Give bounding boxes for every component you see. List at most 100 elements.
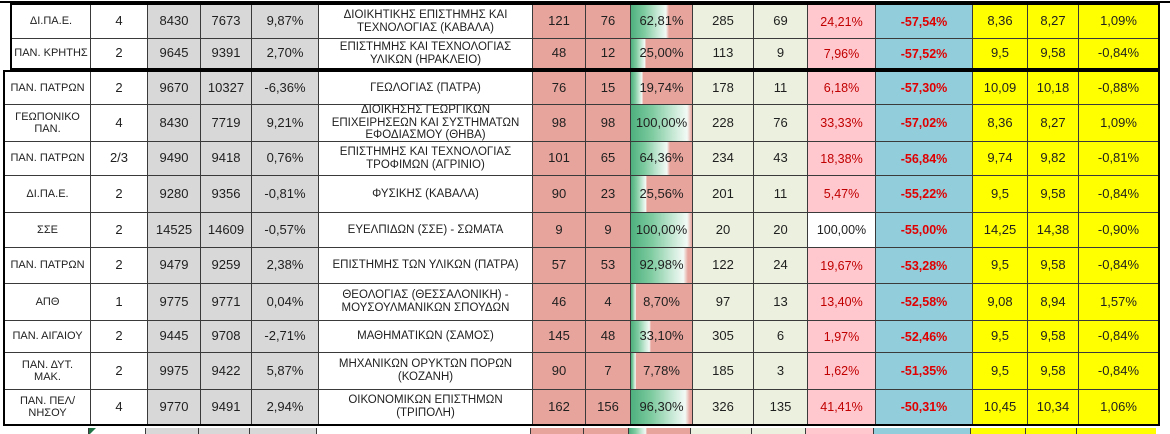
university-cell[interactable]: ΠΑΝ. ΚΡΗΤΗΣ (14, 47, 88, 60)
university-cell[interactable]: ΑΠΘ (35, 295, 60, 308)
rate-pink-cell[interactable]: 1,97% (807, 321, 875, 352)
points-prev-cell[interactable]: 8430 (147, 5, 200, 38)
grade-a-cell[interactable]: 10,09 (972, 72, 1027, 104)
num-d-cell[interactable]: 6 (753, 321, 807, 352)
points-prev-cell[interactable]: 9770 (147, 390, 200, 424)
grade-b-cell[interactable]: 8,27 (1027, 5, 1078, 38)
points-prev-cell[interactable]: 9490 (147, 142, 200, 175)
num-c-cell[interactable]: 228 (692, 105, 753, 141)
grade-change-cell[interactable]: -0,84% (1078, 39, 1158, 68)
num-a-cell[interactable]: 48 (532, 39, 585, 68)
partial-cell[interactable] (1076, 428, 1156, 434)
partial-cell[interactable] (10, 428, 88, 434)
drop-rate-cell[interactable]: -52,58% (875, 284, 972, 320)
drop-rate-cell[interactable]: -55,22% (875, 176, 972, 212)
num-d-cell[interactable]: 9 (753, 39, 807, 68)
partial-cell[interactable] (805, 428, 873, 434)
num-b-cell[interactable]: 53 (585, 248, 630, 283)
num-c-cell[interactable]: 305 (692, 321, 753, 352)
points-change-cell[interactable]: -0,81% (251, 176, 318, 212)
fill-rate-bar-cell[interactable]: 62,81% (630, 5, 692, 38)
points-curr-cell[interactable]: 7673 (200, 5, 251, 38)
grade-change-cell[interactable]: 1,06% (1078, 390, 1158, 424)
count-cell[interactable]: 2/3 (90, 142, 147, 175)
num-d-cell[interactable]: 11 (753, 176, 807, 212)
drop-rate-cell[interactable]: -57,54% (875, 5, 972, 38)
department-cell[interactable]: ΟΙΚΟΝΟΜΙΚΩΝ ΕΠΙΣΤΗΜΩΝ (ΤΡΙΠΟΛΗ) (318, 390, 532, 424)
points-prev-cell[interactable]: 9775 (147, 284, 200, 320)
department-cell[interactable]: ΕΥΕΛΠΙΔΩΝ (ΣΣΕ) - ΣΩΜΑΤΑ (318, 213, 532, 247)
grade-b-cell[interactable]: 9,58 (1027, 321, 1078, 352)
points-curr-cell[interactable]: 9491 (200, 390, 251, 424)
department-cell[interactable]: ΕΠΙΣΤΗΜΗΣ ΚΑΙ ΤΕΧΝΟΛΟΓΙΑΣ ΤΡΟΦΙΜΩΝ (ΑΓΡΙ… (318, 142, 532, 175)
points-change-cell[interactable]: 0,76% (251, 142, 318, 175)
partial-cell[interactable] (88, 428, 145, 434)
count-cell[interactable]: 4 (90, 105, 147, 141)
partial-cell[interactable] (145, 428, 198, 434)
num-c-cell[interactable]: 97 (692, 284, 753, 320)
grade-a-cell[interactable]: 9,5 (972, 176, 1027, 212)
partial-cell[interactable] (316, 428, 530, 434)
university-cell[interactable]: ΣΣΕ (37, 223, 58, 236)
grade-change-cell[interactable]: -0,84% (1078, 176, 1158, 212)
points-prev-cell[interactable]: 9670 (147, 72, 200, 104)
partial-cell[interactable] (249, 428, 316, 434)
partial-cell[interactable] (690, 428, 751, 434)
points-prev-cell[interactable]: 9479 (147, 248, 200, 283)
rate-pink-cell[interactable]: 19,67% (807, 248, 875, 283)
department-cell[interactable]: ΜΗΧΑΝΙΚΩΝ ΟΡΥΚΤΩΝ ΠΟΡΩΝ (ΚΟΖΑΝΗ) (318, 353, 532, 389)
grade-change-cell[interactable]: -0,84% (1078, 248, 1158, 283)
count-cell[interactable]: 2 (90, 248, 147, 283)
num-b-cell[interactable]: 23 (585, 176, 630, 212)
points-change-cell[interactable]: -2,71% (251, 321, 318, 352)
grade-change-cell[interactable]: -0,81% (1078, 142, 1158, 175)
partial-cell[interactable] (198, 428, 249, 434)
num-d-cell[interactable]: 3 (753, 353, 807, 389)
num-a-cell[interactable]: 90 (532, 353, 585, 389)
university-cell[interactable]: ΠΑΝ. ΠΕΛ/ΝΗΣΟΥ (19, 394, 76, 419)
partial-cell[interactable] (873, 428, 970, 434)
num-d-cell[interactable]: 69 (753, 5, 807, 38)
partial-cell[interactable] (970, 428, 1025, 434)
count-cell[interactable]: 2 (90, 39, 147, 68)
points-change-cell[interactable]: -6,36% (251, 72, 318, 104)
partial-cell[interactable] (751, 428, 805, 434)
drop-rate-cell[interactable]: -57,52% (875, 39, 972, 68)
points-change-cell[interactable]: 0,04% (251, 284, 318, 320)
num-b-cell[interactable]: 48 (585, 321, 630, 352)
grade-change-cell[interactable]: 1,09% (1078, 105, 1158, 141)
count-cell[interactable]: 4 (90, 5, 147, 38)
university-cell[interactable]: ΠΑΝ. ΠΑΤΡΩΝ (10, 152, 85, 165)
department-cell[interactable]: ΦΥΣΙΚΗΣ (ΚΑΒΑΛΑ) (318, 176, 532, 212)
fill-rate-bar-cell[interactable]: 7,78% (630, 353, 692, 389)
num-b-cell[interactable]: 15 (585, 72, 630, 104)
num-c-cell[interactable]: 185 (692, 353, 753, 389)
fill-rate-bar-cell[interactable]: 25,56% (630, 176, 692, 212)
num-a-cell[interactable]: 121 (532, 5, 585, 38)
fill-rate-bar-cell[interactable]: 64,36% (630, 142, 692, 175)
points-change-cell[interactable]: 9,21% (251, 105, 318, 141)
fill-rate-bar-cell[interactable]: 25,00% (630, 39, 692, 68)
num-d-cell[interactable]: 24 (753, 248, 807, 283)
grade-a-cell[interactable]: 9,5 (972, 353, 1027, 389)
num-a-cell[interactable]: 162 (532, 390, 585, 424)
grade-a-cell[interactable]: 8,36 (972, 105, 1027, 141)
rate-pink-cell[interactable]: 33,33% (807, 105, 875, 141)
grade-b-cell[interactable]: 8,94 (1027, 284, 1078, 320)
points-curr-cell[interactable]: 9422 (200, 353, 251, 389)
partial-cell[interactable] (628, 428, 690, 434)
drop-rate-cell[interactable]: -53,28% (875, 248, 972, 283)
department-cell[interactable]: ΕΠΙΣΤΗΜΗΣ ΚΑΙ ΤΕΧΝΟΛΟΓΙΑΣ ΥΛΙΚΩΝ (ΗΡΑΚΛΕ… (318, 39, 532, 68)
department-cell[interactable]: ΜΑΘΗΜΑΤΙΚΩΝ (ΣΑΜΟΣ) (318, 321, 532, 352)
fill-rate-bar-cell[interactable]: 100,00% (630, 105, 692, 141)
fill-rate-bar-cell[interactable]: 96,30% (630, 390, 692, 424)
grade-b-cell[interactable]: 9,82 (1027, 142, 1078, 175)
fill-rate-bar-cell[interactable]: 19,74% (630, 72, 692, 104)
num-d-cell[interactable]: 13 (753, 284, 807, 320)
num-c-cell[interactable]: 201 (692, 176, 753, 212)
num-b-cell[interactable]: 4 (585, 284, 630, 320)
department-cell[interactable]: ΓΕΩΛΟΓΙΑΣ (ΠΑΤΡΑ) (318, 72, 532, 104)
points-curr-cell[interactable]: 7719 (200, 105, 251, 141)
points-prev-cell[interactable]: 8430 (147, 105, 200, 141)
num-c-cell[interactable]: 234 (692, 142, 753, 175)
